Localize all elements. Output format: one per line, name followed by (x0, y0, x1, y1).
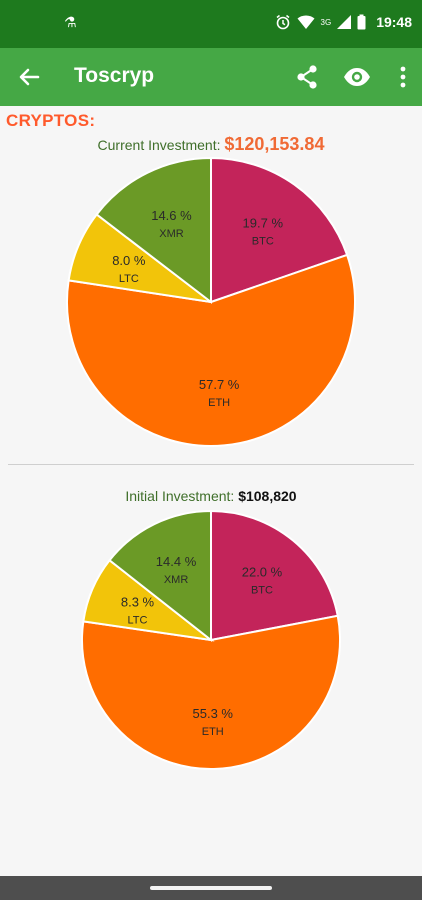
back-arrow-icon[interactable] (14, 62, 44, 92)
pie-percent-label-ltc: 8.0 % (112, 253, 146, 268)
app-bar: Toscryp (0, 48, 422, 106)
status-icons: 3G 19:48 (275, 14, 412, 30)
notification-icon: ⚗ (64, 14, 77, 30)
pie-percent-label-btc: 19.7 % (243, 215, 284, 230)
pie-name-label-xmr: XMR (159, 228, 184, 240)
divider (8, 464, 414, 465)
pie-slice-btc[interactable] (210, 509, 339, 642)
current-investment: Current Investment: $120,153.84 (0, 134, 422, 155)
pie-slice-eth[interactable] (66, 253, 356, 447)
clock: 19:48 (376, 14, 412, 30)
initial-investment-label: Initial Investment: (125, 488, 235, 504)
initial-investment: Initial Investment: $108,820 (0, 488, 422, 504)
pie-slice-xmr[interactable] (95, 156, 212, 305)
pie-percent-label-xmr: 14.4 % (156, 554, 197, 569)
status-bar: ⚗ 3G 19:48 (0, 0, 422, 48)
pie-name-label-ltc: LTC (128, 614, 148, 626)
eye-icon[interactable] (342, 62, 372, 92)
battery-icon (357, 14, 366, 30)
pie-percent-label-eth: 55.3 % (193, 706, 234, 721)
network-type: 3G (320, 17, 332, 27)
wifi-icon (297, 15, 315, 29)
navigation-bar (0, 876, 422, 900)
initial-investment-value: $108,820 (238, 488, 297, 504)
app-title: Toscryp (74, 64, 155, 87)
pie-name-label-xmr: XMR (164, 574, 189, 586)
pie-name-label-btc: BTC (251, 584, 273, 596)
pie-name-label-ltc: LTC (119, 273, 139, 285)
pie-percent-label-ltc: 8.3 % (121, 594, 155, 609)
more-vert-icon[interactable] (388, 62, 418, 92)
pie-name-label-btc: BTC (252, 235, 274, 247)
initial-allocation-pie: 22.0 % BTC 55.3 % ETH 8.3 % LTC 14.4 % XMR (81, 509, 341, 770)
section-title: CRYPTOS: (6, 111, 96, 130)
pie-percent-label-eth: 57.7 % (199, 377, 240, 392)
pie-slice-xmr[interactable] (108, 509, 212, 643)
pie-name-label-eth: ETH (202, 726, 224, 738)
current-allocation-pie: 19.7 % BTC 57.7 % ETH 8.0 % LTC 14.6 % XMR (66, 156, 356, 447)
alarm-icon (276, 14, 289, 30)
pie-name-label-eth: ETH (208, 397, 230, 409)
current-investment-label: Current Investment: (97, 137, 221, 153)
pie-percent-label-btc: 22.0 % (242, 564, 283, 579)
current-investment-value: $120,153.84 (224, 134, 325, 154)
home-handle[interactable] (150, 886, 272, 890)
signal-icon (337, 15, 352, 29)
share-icon[interactable] (292, 62, 322, 92)
pie-percent-label-xmr: 14.6 % (151, 208, 192, 223)
pie-slice-eth[interactable] (81, 614, 341, 770)
